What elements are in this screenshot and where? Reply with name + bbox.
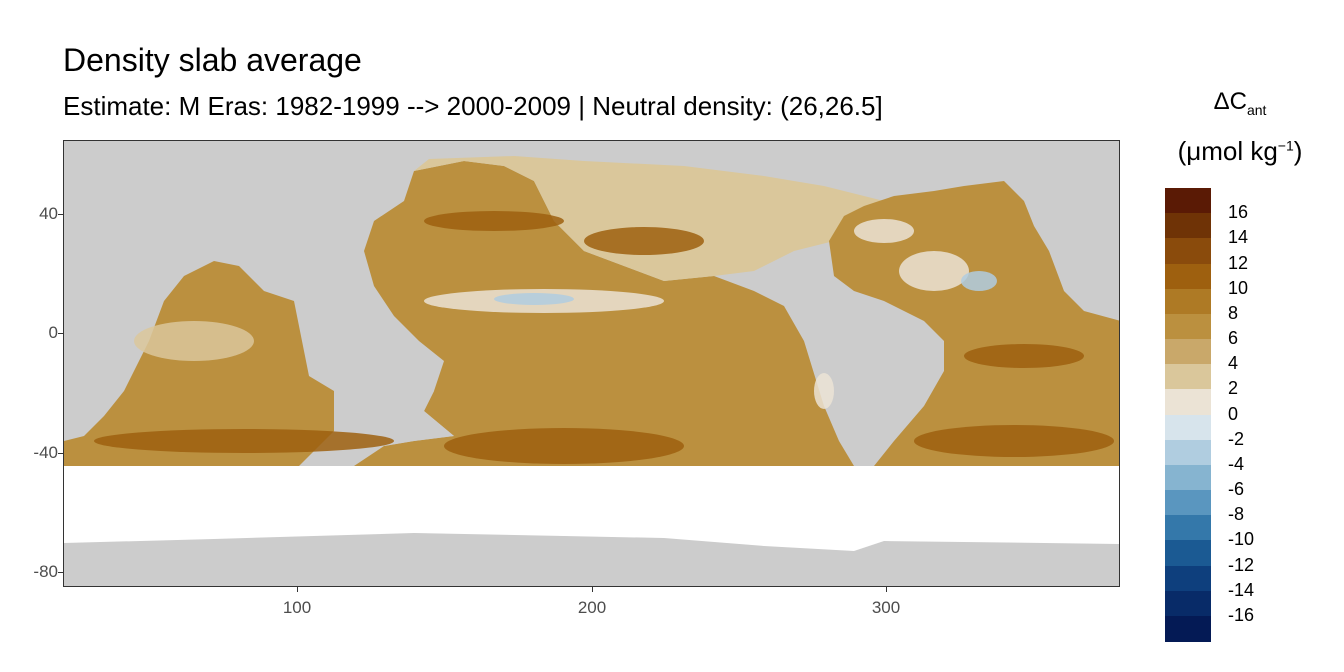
- chart-subtitle: Estimate: M Eras: 1982-1999 --> 2000-200…: [63, 91, 883, 121]
- legend-label: 10: [1228, 277, 1249, 298]
- y-tick-neg40: -40: [33, 443, 58, 462]
- legend-label: 8: [1228, 302, 1239, 323]
- indian-ocean: [64, 261, 334, 466]
- legend-swatch: [1165, 565, 1211, 592]
- legend-swatch: [1165, 515, 1211, 542]
- anomaly-patch: [444, 428, 684, 464]
- legend-swatch: [1165, 540, 1211, 567]
- legend-label: -16: [1228, 604, 1255, 625]
- legend-label: 12: [1228, 252, 1249, 273]
- anomaly-patch: [914, 425, 1114, 457]
- legend-swatch: [1165, 490, 1211, 516]
- legend-label: -6: [1228, 479, 1245, 499]
- legend-label: 6: [1228, 328, 1239, 348]
- legend-title-symbol: ΔCant: [1213, 88, 1267, 118]
- anomaly-patch: [584, 227, 704, 255]
- legend-swatch: [1165, 364, 1211, 391]
- chart-title: Density slab average: [63, 42, 362, 78]
- y-tick-mark: [58, 572, 63, 573]
- legend-label: 16: [1228, 202, 1249, 223]
- anomaly-patch: [814, 373, 834, 409]
- anomaly-patch: [961, 271, 997, 291]
- anomaly-patch: [899, 251, 969, 291]
- x-tick-mark: [592, 587, 593, 592]
- legend-swatch: [1165, 238, 1211, 265]
- legend-label: -12: [1228, 554, 1255, 575]
- legend-label: 14: [1228, 227, 1249, 248]
- anomaly-patch: [134, 321, 254, 361]
- x-tick-200: 200: [577, 598, 607, 617]
- legend-label: -10: [1228, 529, 1255, 550]
- legend-swatch: [1165, 339, 1211, 365]
- x-tick-mark: [297, 587, 298, 592]
- legend-swatch: [1165, 414, 1211, 441]
- map-panel: [63, 140, 1120, 587]
- legend-label: -8: [1228, 504, 1245, 525]
- legend-swatch: [1165, 615, 1211, 642]
- legend-label: -14: [1228, 579, 1255, 600]
- x-tick-100: 100: [282, 598, 312, 617]
- legend-swatch: [1165, 439, 1211, 466]
- legend-swatch: [1165, 288, 1211, 315]
- anomaly-patch: [94, 429, 394, 453]
- legend-label: -4: [1228, 453, 1245, 474]
- legend-swatch: [1165, 263, 1211, 290]
- legend-label: -2: [1228, 428, 1245, 449]
- y-tick-mark: [58, 333, 63, 334]
- legend-swatch: [1165, 213, 1211, 240]
- legend-swatch: [1165, 389, 1211, 416]
- x-tick-300: 300: [871, 598, 901, 617]
- anomaly-patch: [494, 293, 574, 305]
- legend-label: 2: [1228, 378, 1239, 399]
- southern-nodata: [64, 466, 1119, 541]
- pacific-ocean: [354, 161, 854, 466]
- map-canvas: [64, 141, 1119, 586]
- anomaly-patch: [854, 219, 914, 243]
- atlantic-ocean: [829, 181, 1119, 466]
- anomaly-patches: [94, 211, 1114, 464]
- legend-label: 0: [1228, 403, 1239, 424]
- y-tick-mark: [58, 214, 63, 215]
- legend-label: 4: [1228, 353, 1239, 374]
- north-pacific: [414, 156, 914, 281]
- legend-swatch: [1165, 464, 1211, 491]
- australia: [334, 371, 454, 446]
- y-tick-neg80: -80: [33, 562, 58, 581]
- y-tick-mark: [58, 453, 63, 454]
- antarctica: [64, 533, 1119, 586]
- anomaly-patch: [424, 211, 564, 231]
- anomaly-patch: [964, 344, 1084, 368]
- x-tick-mark: [886, 587, 887, 592]
- legend-swatch: [1165, 313, 1211, 340]
- legend-swatch: [1165, 590, 1211, 617]
- y-tick-0: 0: [48, 323, 58, 342]
- y-tick-40: 40: [39, 204, 58, 223]
- legend-swatch: [1165, 188, 1211, 214]
- legend-title-unit: (μmol kg−1): [1177, 136, 1303, 166]
